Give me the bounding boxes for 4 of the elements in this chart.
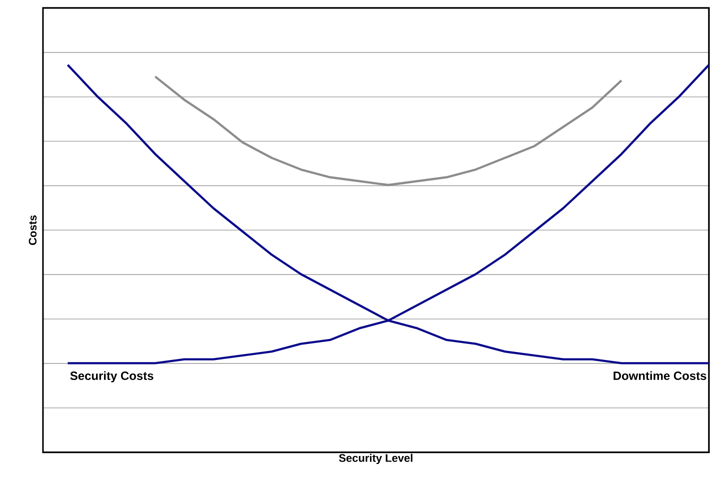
x-axis-title: Security Level (338, 454, 412, 464)
series-label: Security Costs (70, 371, 154, 382)
y-axis-title: Costs (28, 215, 37, 245)
series-label: Downtime Costs (614, 371, 706, 380)
